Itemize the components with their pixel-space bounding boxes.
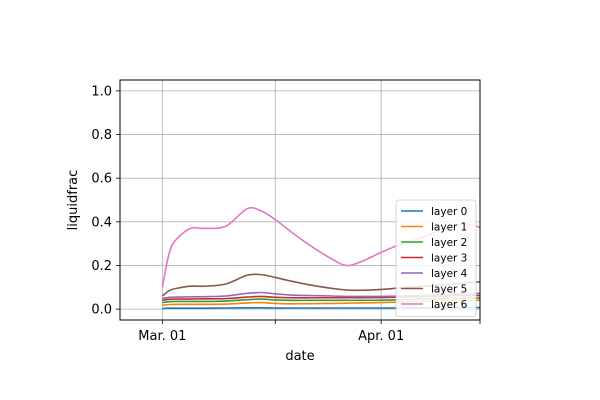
x-axis-label: date (285, 349, 314, 364)
x-axis: Mar. 01 Apr. 01 (138, 320, 481, 344)
legend: layer 0 layer 1 layer 2 layer 3 layer 4 layer… (395, 199, 477, 317)
legend-label: layer 3 (431, 252, 467, 264)
y-tick-label: 1.0 (91, 84, 112, 99)
y-tick-label: 0.0 (91, 303, 112, 318)
y-axis: 0.0 0.2 0.4 0.6 0.8 1.0 (91, 84, 120, 318)
y-tick-label: 0.8 (91, 128, 112, 143)
plot-frame (119, 79, 481, 321)
y-tick-label: 0.2 (91, 259, 112, 274)
grid (120, 80, 481, 320)
legend-label: layer 5 (431, 283, 467, 295)
legend-label: layer 2 (431, 237, 467, 249)
y-axis-label: liquidfrac (66, 170, 81, 231)
x-tick-label: Apr. 01 (358, 329, 404, 344)
legend-box (395, 199, 477, 317)
legend-label: layer 4 (431, 268, 468, 280)
y-tick-label: 0.6 (91, 172, 112, 187)
x-tick-label: Mar. 01 (138, 329, 186, 344)
y-tick-label: 0.4 (91, 215, 112, 230)
legend-label: layer 0 (431, 206, 467, 218)
legend-label: layer 1 (431, 221, 467, 233)
legend-label: layer 6 (431, 299, 468, 311)
